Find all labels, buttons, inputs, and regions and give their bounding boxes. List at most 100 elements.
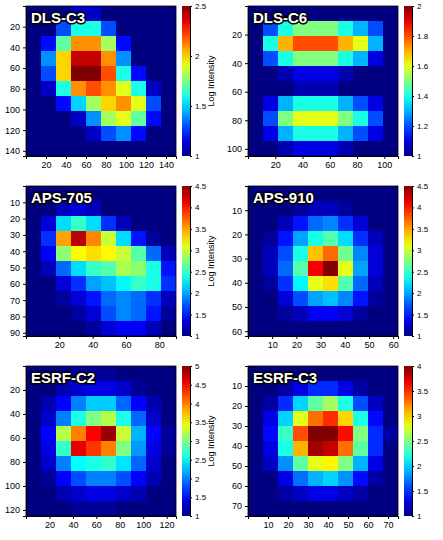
y-axis-tick-mark (23, 462, 26, 463)
colorbar-tick: 5 (190, 362, 200, 371)
x-axis-tick: 40 (323, 516, 333, 530)
cell (161, 36, 176, 52)
colorbar-tick-label: 1.8 (417, 32, 429, 41)
cell (146, 306, 162, 322)
colorbar-tick-label: 1.5 (195, 311, 207, 320)
x-axis-tick: 20 (55, 336, 65, 350)
cell (308, 291, 324, 307)
cell (161, 6, 176, 22)
plot-frame (26, 366, 176, 516)
plot-frame (248, 6, 398, 156)
colorbar-tick-mark (190, 56, 192, 57)
cell (41, 321, 57, 336)
cell (101, 201, 117, 217)
cell (383, 111, 398, 127)
cell (353, 66, 369, 82)
cell (161, 366, 176, 382)
cell (131, 426, 147, 442)
colorbar-tick-label: 1 (195, 512, 200, 521)
cell (146, 36, 162, 52)
cell (353, 366, 369, 382)
colorbar-tick-label: 1.2 (417, 122, 429, 131)
cell (248, 66, 264, 82)
y-axis-tick: 60 (10, 433, 26, 443)
cell (161, 126, 176, 142)
y-axis-tick-label: 80 (10, 84, 20, 94)
cell (338, 276, 354, 292)
cells (26, 366, 176, 516)
y-axis-tick-label: 20 (232, 401, 242, 411)
colorbar-tick-mark (412, 315, 414, 316)
cell (146, 381, 162, 397)
cell (71, 246, 87, 262)
cell (26, 306, 42, 322)
colorbar-tick-label: 1 (195, 332, 200, 341)
x-axis-tick: 10 (268, 336, 278, 350)
cell (323, 471, 339, 487)
y-axis-tick-mark (245, 210, 248, 211)
cell (293, 261, 309, 277)
y-axis-tick-label: 100 (5, 481, 20, 491)
cell (368, 51, 384, 67)
plot-frame (26, 186, 176, 336)
cell (146, 321, 162, 336)
colorbar-tick: 2 (412, 462, 422, 471)
cell (116, 501, 132, 516)
cell (308, 81, 324, 97)
cell (116, 441, 132, 457)
x-axis-tick: 20 (45, 516, 55, 530)
cell (116, 246, 132, 262)
colorbar-axis: 11.522.5 (190, 2, 207, 161)
y-axis-tick-label: 30 (232, 421, 242, 431)
colorbar-tick-mark (412, 416, 414, 417)
cell (131, 396, 147, 412)
x-axis-tick-mark (303, 156, 304, 159)
cell (71, 81, 87, 97)
x-axis-tick-mark (166, 156, 167, 159)
colorbar-tick-label: 4.5 (195, 182, 207, 191)
cell (131, 6, 147, 22)
cell (161, 21, 176, 37)
cell (131, 471, 147, 487)
colorbar-tick: 1 (190, 512, 200, 521)
x-axis-tick: 60 (325, 156, 335, 170)
cell (131, 321, 147, 336)
colorbar-tick: 3 (412, 246, 422, 255)
cell (293, 291, 309, 307)
y-axis-tick: 60 (10, 63, 26, 73)
cell (338, 426, 354, 442)
cell (56, 66, 72, 82)
cell (353, 426, 369, 442)
cell (308, 66, 324, 82)
x-axis-tick-mark (308, 516, 309, 519)
cell (353, 216, 369, 232)
y-axis-tick-label: 60 (10, 279, 20, 289)
cell (56, 216, 72, 232)
cell (278, 426, 294, 442)
x-axis: 20406080 (27, 336, 177, 350)
cell (338, 216, 354, 232)
cell (146, 456, 162, 472)
x-axis-tick-mark (46, 156, 47, 159)
cell (308, 231, 324, 247)
colorbar-tick-label: 4.5 (195, 381, 207, 390)
y-axis-tick: 30 (10, 230, 26, 240)
y-axis-tick: 40 (232, 441, 248, 451)
cell (293, 216, 309, 232)
y-axis-tick-mark (23, 219, 26, 220)
cell (368, 36, 384, 52)
cell (26, 471, 42, 487)
y-axis-tick: 100 (5, 105, 26, 115)
x-axis-tick-mark (288, 516, 289, 519)
colorbar-tick: 2.5 (412, 268, 429, 277)
colorbar-tick-mark (190, 336, 192, 337)
cell (353, 291, 369, 307)
cell (161, 231, 176, 247)
colorbar-label: Log Intensity (206, 415, 216, 467)
cell (161, 411, 176, 427)
cell (101, 456, 117, 472)
colorbar-tick-label: 2.5 (195, 268, 207, 277)
cell (338, 36, 354, 52)
cell (71, 441, 87, 457)
cell (116, 96, 132, 112)
